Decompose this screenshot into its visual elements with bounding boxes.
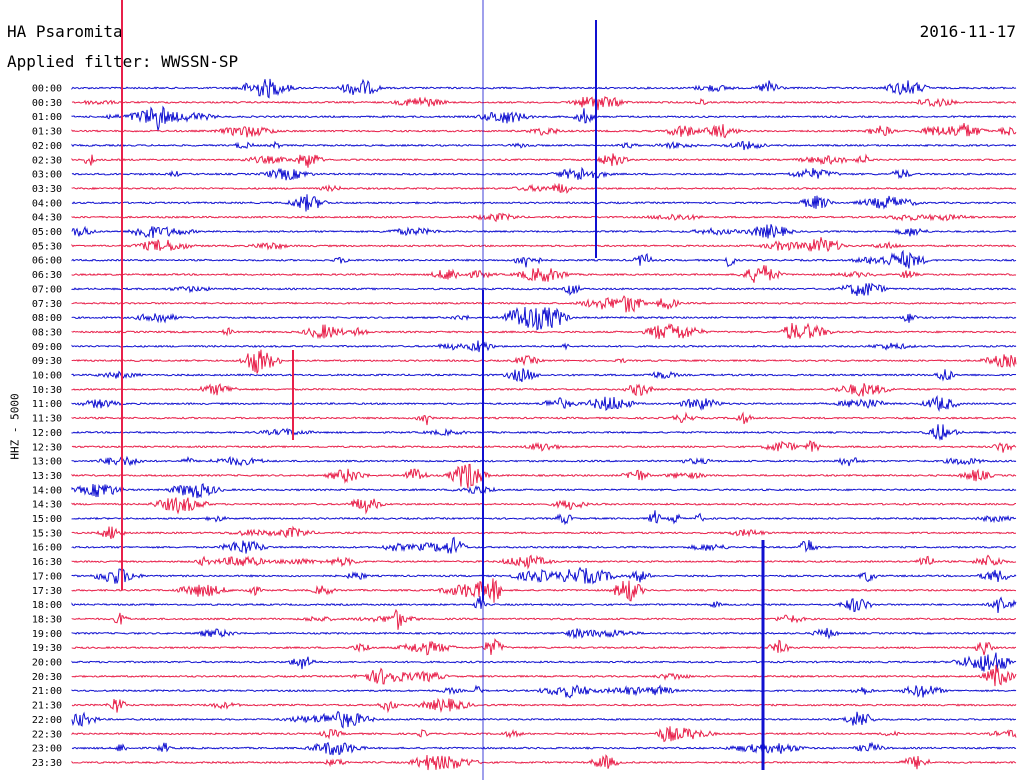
row-label: 07:30 <box>32 299 62 310</box>
row-label: 06:00 <box>32 256 62 267</box>
row-label: 17:00 <box>32 571 62 582</box>
trace-row <box>71 697 1017 714</box>
trace-row <box>71 395 1017 412</box>
trace-row <box>71 710 1016 729</box>
row-label: 05:30 <box>32 241 62 252</box>
trace-row <box>71 411 1017 426</box>
row-label: 18:30 <box>32 614 62 625</box>
trace-row <box>71 105 1017 131</box>
row-label: 22:30 <box>32 729 62 740</box>
trace-row <box>71 140 1017 151</box>
trace-row <box>71 440 1017 453</box>
trace-row <box>71 368 1017 383</box>
trace-row <box>71 566 1017 585</box>
trace-row <box>71 340 1017 353</box>
row-label: 11:30 <box>32 414 62 425</box>
trace-row <box>71 306 1017 331</box>
trace-row <box>71 237 1017 253</box>
trace-row <box>71 78 1017 99</box>
trace-row <box>71 578 1016 603</box>
trace-row <box>71 322 1017 340</box>
row-label: 13:00 <box>32 457 62 468</box>
trace-row <box>71 637 1017 656</box>
row-label: 00:00 <box>32 84 62 95</box>
row-label: 09:30 <box>32 356 62 367</box>
trace-row <box>71 153 1017 168</box>
row-label: 01:00 <box>32 112 62 123</box>
row-label: 20:00 <box>32 658 62 669</box>
trace-row <box>71 525 1016 540</box>
trace-row <box>71 182 1017 194</box>
trace-row <box>71 295 1017 313</box>
row-label: 02:00 <box>32 141 62 152</box>
row-label: 05:00 <box>32 227 62 238</box>
row-label: 07:00 <box>32 284 62 295</box>
trace-row <box>71 554 1017 570</box>
row-label: 20:30 <box>32 672 62 683</box>
trace-row <box>71 96 1017 111</box>
row-label: 11:00 <box>32 399 62 410</box>
row-label: 16:30 <box>32 557 62 568</box>
trace-row <box>71 536 1017 554</box>
trace-row <box>71 212 1017 223</box>
row-label: 19:00 <box>32 629 62 640</box>
trace-row <box>71 265 1017 283</box>
row-label: 21:00 <box>32 686 62 697</box>
row-label: 06:30 <box>32 270 62 281</box>
trace-row <box>71 510 1017 526</box>
trace-row <box>71 726 1017 743</box>
trace-row <box>71 455 1017 467</box>
row-label: 02:30 <box>32 155 62 166</box>
row-label: 04:30 <box>32 213 62 224</box>
trace-row <box>71 383 1017 397</box>
trace-row <box>71 349 1017 374</box>
row-label: 14:00 <box>32 485 62 496</box>
row-label: 15:30 <box>32 528 62 539</box>
row-label: 22:00 <box>32 715 62 726</box>
row-label: 21:30 <box>32 701 62 712</box>
row-label: 08:30 <box>32 327 62 338</box>
trace-row <box>71 608 1017 630</box>
station-title: HA Psaromita <box>7 22 123 41</box>
trace-row <box>71 652 1017 672</box>
row-label: 03:00 <box>32 170 62 181</box>
trace-row <box>71 664 1017 687</box>
row-label: 23:00 <box>32 744 62 755</box>
row-label: 12:00 <box>32 428 62 439</box>
date-label: 2016-11-17 <box>919 22 1016 41</box>
row-label: 15:00 <box>32 514 62 525</box>
row-label: 09:00 <box>32 342 62 353</box>
trace-row <box>71 463 1017 489</box>
trace-row <box>71 166 1017 181</box>
row-label: 04:00 <box>32 198 62 209</box>
row-label: 08:00 <box>32 313 62 324</box>
trace-row <box>71 596 1017 614</box>
trace-row <box>71 684 1017 699</box>
row-label: 13:30 <box>32 471 62 482</box>
trace-row <box>71 424 1017 441</box>
trace-row <box>71 627 1016 640</box>
row-label: 01:30 <box>32 127 62 138</box>
trace-row <box>71 224 1017 239</box>
row-label: 10:30 <box>32 385 62 396</box>
trace-row <box>71 194 1017 212</box>
row-label: 16:00 <box>32 543 62 554</box>
trace-row <box>71 249 1017 269</box>
trace-row <box>71 282 1017 297</box>
row-label: 14:30 <box>32 500 62 511</box>
trace-row <box>71 123 1017 139</box>
trace-row <box>71 741 1017 756</box>
trace-row <box>71 754 1017 771</box>
row-label: 03:30 <box>32 184 62 195</box>
trace-row <box>71 497 1016 515</box>
trace-row <box>71 482 1017 499</box>
row-label: 12:30 <box>32 442 62 453</box>
row-label: 18:00 <box>32 600 62 611</box>
row-label: 17:30 <box>32 586 62 597</box>
row-label: 23:30 <box>32 758 62 769</box>
row-label: 19:30 <box>32 643 62 654</box>
row-label: 10:00 <box>32 371 62 382</box>
row-label: 00:30 <box>32 98 62 109</box>
